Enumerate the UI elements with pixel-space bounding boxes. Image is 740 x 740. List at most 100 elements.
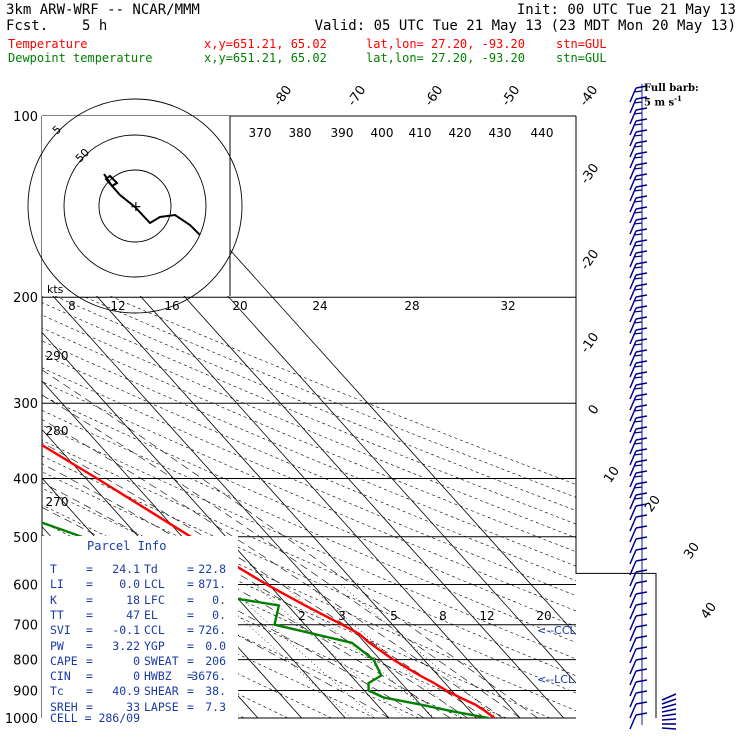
- wind-barb: [629, 151, 648, 169]
- wind-barb: [629, 415, 648, 433]
- wind-barb: [629, 470, 648, 488]
- wind-barb: [629, 536, 648, 554]
- forecast-label: Fcst.: [6, 18, 49, 34]
- wind-barb: [661, 708, 677, 713]
- wind-barb-staff: [629, 648, 637, 664]
- dry-adiabat-line: [42, 266, 576, 485]
- temperature-tick-label: -20: [578, 247, 602, 273]
- temperature-legend-xy: x,y=651.21, 65.02: [204, 37, 327, 51]
- pressure-tick-label: 600: [13, 578, 38, 593]
- parcel-equals: =: [187, 623, 194, 638]
- parcel-equals: =: [86, 592, 93, 607]
- wind-barb: [629, 140, 648, 158]
- parcel-key: EL: [144, 607, 158, 622]
- parcel-value: 18: [126, 592, 140, 607]
- parcel-equals: =: [86, 607, 93, 622]
- parcel-value: 7.3: [205, 699, 226, 714]
- temperature-tick-label: 0: [586, 402, 603, 417]
- parcel-info-box: Parcel Info T 24.1 Td 22.8 = = LI 0.0 LCL 871. = = K…: [42, 536, 238, 725]
- wind-barb-flag: [635, 316, 648, 320]
- wind-barb-staff: [629, 472, 637, 488]
- wind-barb-staff: [629, 241, 637, 257]
- wind-barb-staff: [629, 263, 637, 279]
- wind-barb-staff: [629, 373, 637, 389]
- wind-barb: [629, 492, 648, 510]
- temperature-tick-label: -50: [499, 83, 523, 109]
- wind-barb-staff: [629, 560, 637, 576]
- wind-barb: [629, 129, 648, 147]
- wind-barb-staff: [629, 208, 637, 224]
- wind-barb: [629, 184, 648, 202]
- wind-barb-flag: [635, 602, 648, 606]
- ccl-annotation: <--CCL: [537, 624, 577, 637]
- wind-barb-flag: [635, 283, 648, 287]
- mixing-ratio-line: [225, 584, 375, 718]
- wind-barb-staff: [629, 230, 637, 246]
- parcel-value: 0.: [212, 607, 226, 622]
- parcel-info-title: Parcel Info: [87, 539, 167, 553]
- wind-barb-staff: [629, 252, 637, 268]
- wind-barb-flag: [635, 228, 648, 232]
- wind-barb-flag: [635, 426, 648, 430]
- wind-barb-flag: [635, 558, 648, 562]
- theta-label: 380: [289, 126, 312, 140]
- wind-barb: [629, 646, 648, 664]
- wind-barb-staff: [629, 417, 637, 433]
- wind-barb-half: [633, 189, 643, 192]
- wind-barb: [629, 624, 648, 642]
- wind-barb: [629, 228, 648, 246]
- pressure-tick-label: 500: [13, 531, 38, 546]
- temperature-tick-label: -30: [578, 161, 602, 187]
- wind-barb: [629, 525, 648, 543]
- parcel-value: 726.: [198, 623, 226, 638]
- temperature-legend-latlon: lat,lon= 27.20, -93.20: [366, 37, 525, 51]
- temperature-tick-label: 30: [681, 540, 703, 562]
- wind-barb-staff: [629, 219, 637, 235]
- wind-barb-flag: [635, 151, 648, 155]
- wind-barb-flag: [635, 624, 648, 628]
- wind-barb-flag: [635, 96, 648, 100]
- dewpoint-legend-latlon: lat,lon= 27.20, -93.20: [366, 51, 525, 65]
- wind-barb-flag: [635, 569, 648, 573]
- wind-barb-flag: [635, 701, 648, 705]
- parcel-key: K: [50, 592, 57, 607]
- wind-barb-staff: [629, 131, 637, 147]
- wind-barb-staff: [629, 538, 637, 554]
- wind-barb-flag: [635, 580, 648, 584]
- wind-barb-half: [633, 123, 643, 126]
- parcel-equals: =: [86, 684, 93, 699]
- wind-barb-staff: [629, 681, 637, 697]
- temperature-tick-label: 10: [601, 464, 623, 486]
- wind-barb-flag: [635, 217, 648, 221]
- wind-barb-flag: [635, 492, 648, 496]
- wind-barb-flag: [635, 591, 648, 595]
- hodograph-ring: [27, 98, 243, 314]
- wind-barb-staff: [629, 615, 637, 631]
- wind-barb-staff: [629, 120, 637, 136]
- wind-barb: [629, 591, 648, 609]
- mixing-ratio-label: 24: [312, 299, 327, 313]
- temperature-legend-name: Temperature: [8, 37, 88, 51]
- wind-barb: [629, 239, 648, 257]
- wind-barb-flag: [635, 118, 648, 122]
- parcel-equals: =: [187, 592, 194, 607]
- temperature-tick-label: -40: [577, 83, 601, 109]
- wind-barb-flag: [635, 668, 648, 672]
- wind-barb-flag: [635, 184, 648, 188]
- wind-barb: [661, 693, 677, 701]
- mixing-ratio-label: 5: [390, 609, 398, 623]
- parcel-key: Tc: [50, 684, 64, 699]
- wind-barb-staff: [629, 197, 637, 213]
- temperature-tick-label: 40: [698, 600, 720, 622]
- wind-barb-half: [633, 464, 643, 467]
- wind-barb-flag: [635, 140, 648, 144]
- wind-barb-staff: [629, 362, 637, 378]
- wind-barb-staff: [629, 285, 637, 301]
- wind-barb-staff: [629, 571, 637, 587]
- parcel-equals: =: [86, 699, 93, 714]
- wind-barb-half: [633, 442, 643, 445]
- theta-label: 440: [531, 126, 554, 140]
- wind-barb: [661, 713, 677, 717]
- parcel-value: 0.0: [119, 577, 140, 592]
- wind-barb-staff: [629, 527, 637, 543]
